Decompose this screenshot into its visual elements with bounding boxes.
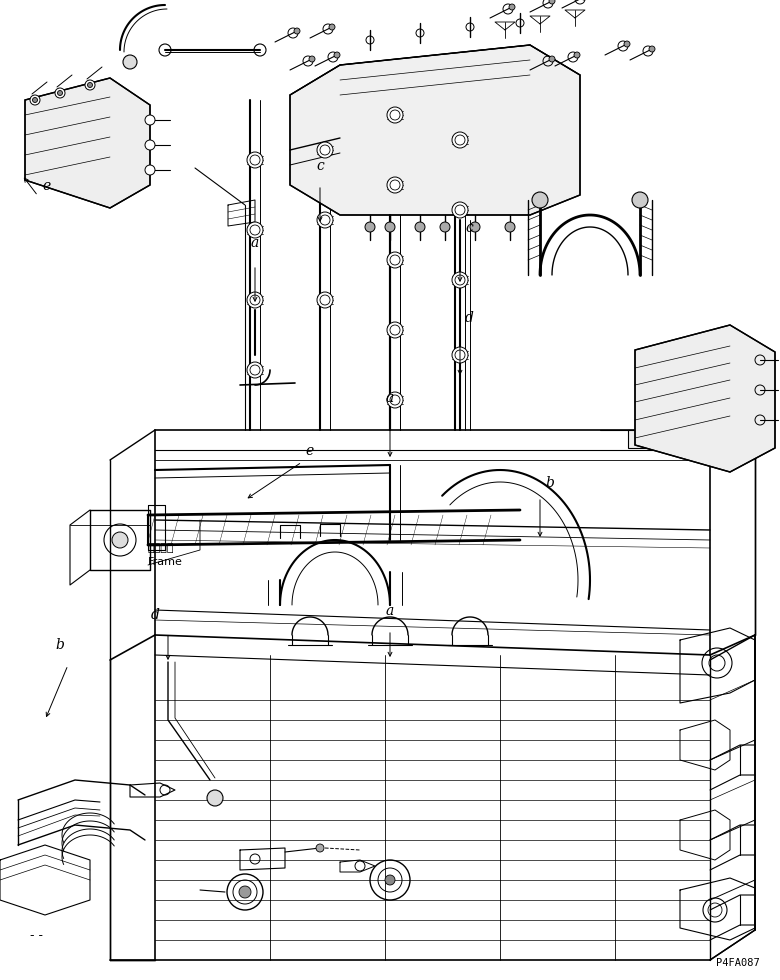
Circle shape bbox=[574, 52, 580, 58]
Text: a: a bbox=[251, 236, 259, 250]
Circle shape bbox=[317, 142, 333, 158]
Polygon shape bbox=[635, 325, 775, 472]
Circle shape bbox=[387, 252, 403, 268]
Text: e: e bbox=[42, 179, 50, 193]
Polygon shape bbox=[25, 78, 150, 208]
Text: - -: - - bbox=[30, 929, 43, 942]
Circle shape bbox=[309, 56, 315, 62]
Circle shape bbox=[30, 95, 40, 105]
Text: c: c bbox=[465, 221, 473, 235]
Circle shape bbox=[145, 115, 155, 125]
Circle shape bbox=[145, 165, 155, 175]
Circle shape bbox=[452, 347, 468, 363]
Text: P4FA087: P4FA087 bbox=[716, 958, 760, 968]
Circle shape bbox=[387, 322, 403, 338]
Circle shape bbox=[87, 82, 93, 87]
Text: a: a bbox=[386, 391, 394, 405]
Circle shape bbox=[505, 222, 515, 232]
Text: b: b bbox=[545, 476, 554, 490]
Circle shape bbox=[317, 292, 333, 308]
Circle shape bbox=[112, 532, 128, 548]
Polygon shape bbox=[290, 45, 580, 215]
Circle shape bbox=[649, 46, 655, 52]
Circle shape bbox=[294, 28, 300, 34]
Text: c: c bbox=[316, 159, 324, 173]
Circle shape bbox=[123, 55, 137, 69]
Circle shape bbox=[470, 222, 480, 232]
Circle shape bbox=[452, 132, 468, 148]
Text: フレーム: フレーム bbox=[148, 543, 175, 553]
Circle shape bbox=[452, 272, 468, 288]
Circle shape bbox=[145, 140, 155, 150]
Circle shape bbox=[549, 0, 555, 4]
Circle shape bbox=[624, 41, 630, 47]
Circle shape bbox=[385, 875, 395, 885]
Circle shape bbox=[247, 292, 263, 308]
Circle shape bbox=[509, 4, 515, 10]
Circle shape bbox=[247, 152, 263, 168]
Text: Frame: Frame bbox=[148, 557, 183, 567]
Circle shape bbox=[452, 202, 468, 218]
Circle shape bbox=[387, 107, 403, 123]
Text: a: a bbox=[386, 604, 394, 618]
Circle shape bbox=[440, 222, 450, 232]
Circle shape bbox=[239, 886, 251, 898]
Text: e: e bbox=[305, 444, 314, 458]
Circle shape bbox=[387, 392, 403, 408]
Circle shape bbox=[334, 52, 340, 58]
Circle shape bbox=[632, 192, 648, 208]
Text: d: d bbox=[465, 311, 474, 325]
Circle shape bbox=[365, 222, 375, 232]
Circle shape bbox=[415, 222, 425, 232]
Circle shape bbox=[55, 88, 65, 98]
Circle shape bbox=[247, 222, 263, 238]
Circle shape bbox=[532, 192, 548, 208]
Circle shape bbox=[85, 80, 95, 90]
Circle shape bbox=[33, 97, 37, 103]
Text: d: d bbox=[151, 608, 160, 622]
Bar bbox=[628, 430, 668, 448]
Circle shape bbox=[316, 844, 324, 852]
Circle shape bbox=[329, 24, 335, 30]
Circle shape bbox=[58, 90, 62, 95]
Circle shape bbox=[549, 56, 555, 62]
Circle shape bbox=[247, 362, 263, 378]
Circle shape bbox=[317, 212, 333, 228]
Circle shape bbox=[385, 222, 395, 232]
Text: b: b bbox=[55, 638, 64, 652]
Circle shape bbox=[387, 177, 403, 193]
Circle shape bbox=[207, 790, 223, 806]
